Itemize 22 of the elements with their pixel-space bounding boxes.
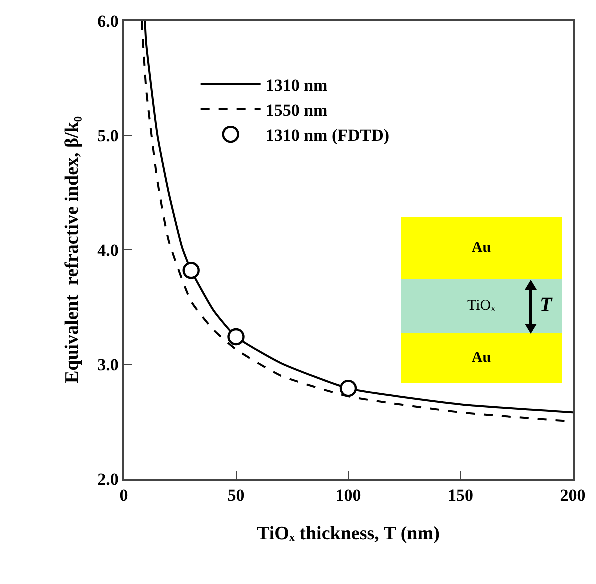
y-tick-label: 2.0	[98, 470, 119, 489]
y-tick-label: 3.0	[98, 355, 119, 374]
x-tick-label: 0	[120, 486, 128, 506]
x-axis-title: TiOₓ thickness, T (nm)	[257, 523, 440, 544]
annotation: TiOₓ	[468, 298, 496, 314]
legend-label: 1550 nm	[266, 101, 328, 120]
annotation: Au	[472, 240, 492, 256]
x-tick-label: 150	[448, 486, 474, 506]
point	[340, 380, 358, 398]
annotation: T	[540, 294, 552, 317]
legend-label: 1310 nm (FDTD)	[266, 126, 390, 146]
y-tick-label: 5.0	[98, 126, 119, 146]
annotation: Au	[472, 350, 492, 366]
y-tick-label: 4.0	[98, 240, 119, 260]
x-tick-label: 50	[228, 486, 245, 506]
x-tick-label: 200	[560, 486, 586, 506]
y-axis-title: Equivalent refractive index, β/k₀	[62, 116, 83, 384]
x-tick-label: 100	[336, 486, 362, 506]
point	[182, 262, 200, 280]
point	[228, 328, 245, 346]
legend-label: 1310 nm	[266, 76, 328, 95]
y-tick-label: 6.0	[98, 12, 119, 31]
